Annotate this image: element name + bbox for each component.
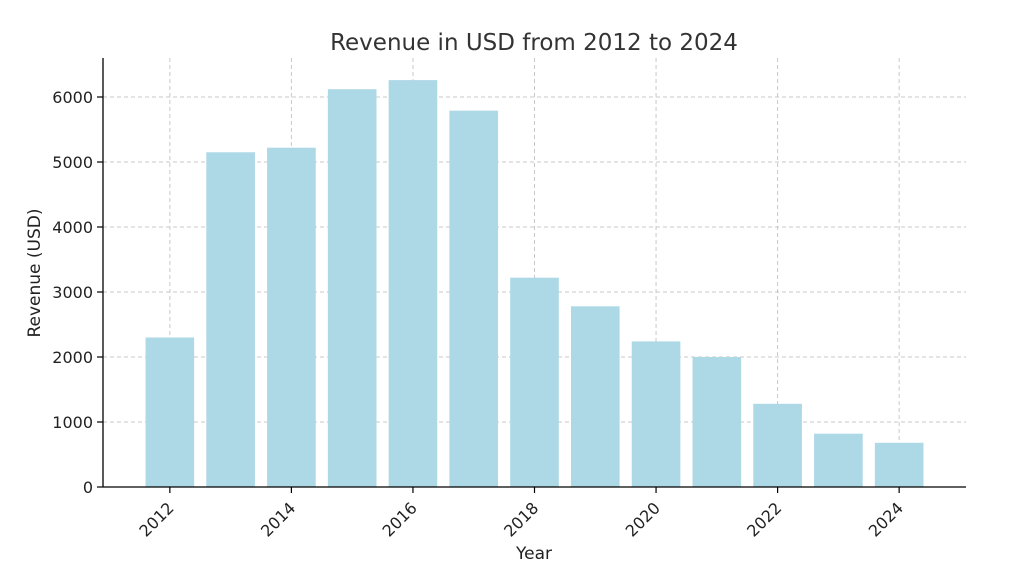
bar-2024 <box>874 442 924 487</box>
bar-2014 <box>267 147 316 487</box>
bar-2016 <box>388 80 438 487</box>
y-tick-label: 3000 <box>52 283 93 302</box>
y-tick-label: 5000 <box>52 153 93 172</box>
bar-2018 <box>510 277 559 487</box>
x-tick-label: 2020 <box>622 498 664 540</box>
bar-2023 <box>814 433 863 487</box>
bar-2013 <box>206 152 255 487</box>
bar-2020 <box>631 341 681 487</box>
y-tick-label: 1000 <box>52 413 93 432</box>
x-axis-label: Year <box>515 544 552 564</box>
y-tick-label: 2000 <box>52 348 93 367</box>
y-axis-label: Revenue (USD) <box>25 208 45 337</box>
x-tick-label: 2016 <box>379 498 421 540</box>
x-tick-label: 2012 <box>135 498 177 540</box>
axes <box>97 58 966 493</box>
y-tick-label: 0 <box>83 478 93 497</box>
bar-2012 <box>145 337 195 487</box>
x-tick-label: 2022 <box>743 498 785 540</box>
bar-2015 <box>327 89 377 487</box>
x-tick-label: 2024 <box>865 498 907 540</box>
y-tick-label: 6000 <box>52 88 93 107</box>
bar-2017 <box>449 110 499 488</box>
y-tick-label: 4000 <box>52 218 93 237</box>
bar-2019 <box>570 306 620 487</box>
bars <box>145 80 924 488</box>
chart-title: Revenue in USD from 2012 to 2024 <box>330 30 738 56</box>
bar-2021 <box>692 357 742 487</box>
x-tick-label: 2014 <box>257 498 299 540</box>
x-tick-label: 2018 <box>500 498 542 540</box>
bar-2022 <box>753 403 802 487</box>
